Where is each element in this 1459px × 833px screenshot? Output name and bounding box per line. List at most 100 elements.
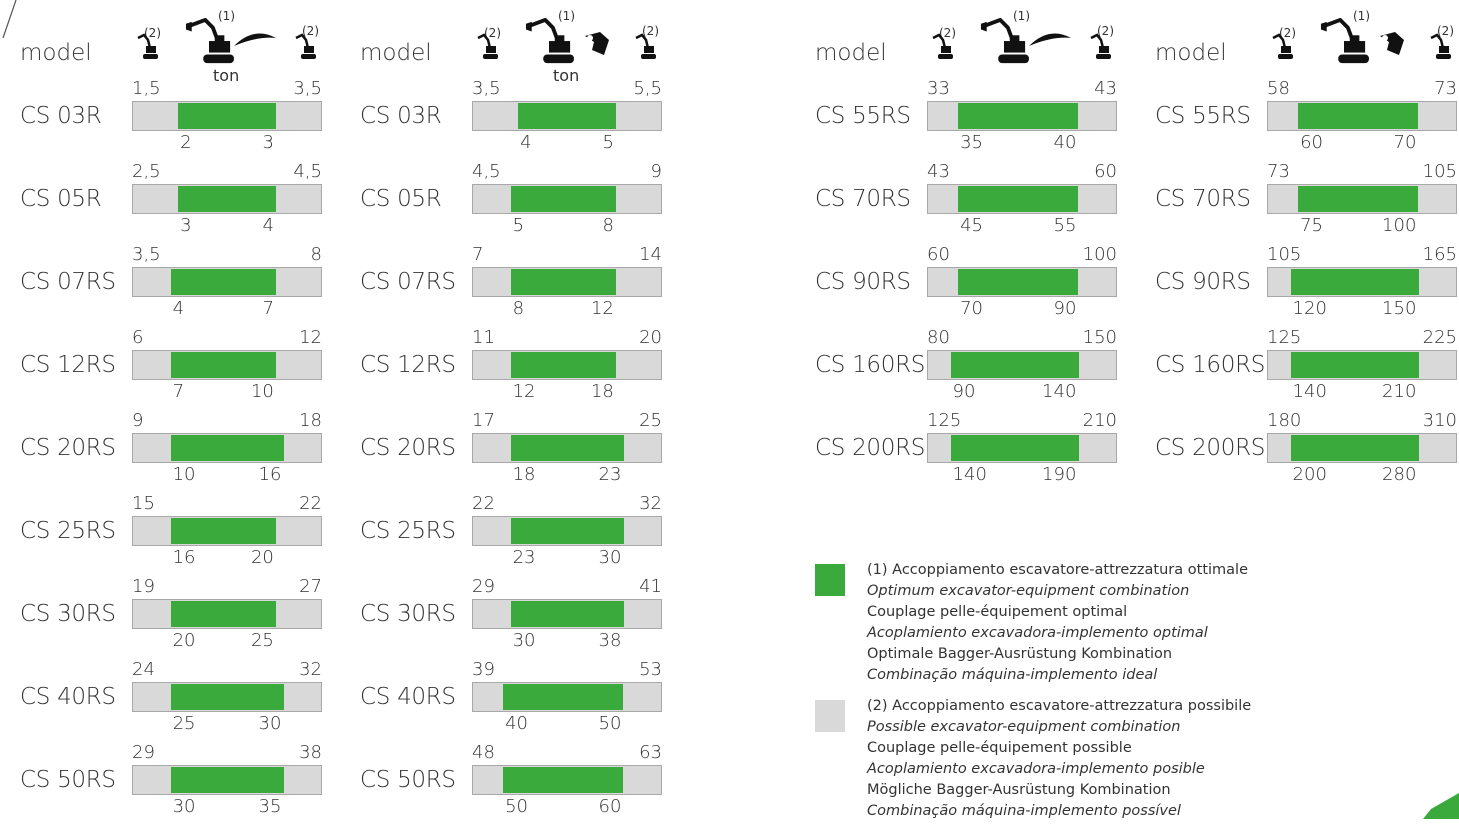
optimal-max: 60 — [598, 796, 622, 817]
mini-excavator-icon — [137, 33, 158, 59]
optimal-min: 40 — [505, 713, 528, 734]
range-max: 32 — [639, 493, 662, 514]
mini-excavator-icon — [477, 33, 498, 59]
model-name: CS 55RS — [815, 103, 911, 129]
range-max: 43 — [1094, 78, 1117, 99]
model-name: CS 50RS — [20, 767, 116, 793]
table-row: CS 03R 3,5 5,5 4 5 — [360, 80, 690, 169]
note-center: (1) — [1353, 9, 1370, 23]
range-min: 125 — [927, 410, 962, 431]
mini-excavator-icon — [295, 33, 316, 59]
optimal-range-fill — [171, 767, 284, 793]
excavator-icon — [525, 18, 574, 64]
table-row: CS 160RS 125 225 140 210 — [1155, 329, 1459, 418]
table-block: model (2) (1) (2) CS 55RS 58 73 60 70 CS 70RS 73 10… — [1155, 0, 1459, 819]
optimal-min: 7 — [172, 381, 185, 402]
table-row: CS 20RS 17 25 18 23 — [360, 412, 690, 501]
model-name: CS 03R — [20, 103, 102, 129]
model-name: CS 25RS — [360, 518, 456, 544]
optimal-range-fill — [1291, 269, 1419, 295]
optimal-max: 4 — [262, 215, 274, 236]
optimal-range-fill — [171, 684, 284, 710]
model-name: CS 25RS — [20, 518, 116, 544]
model-name: CS 07RS — [360, 269, 456, 295]
optimal-range-fill — [171, 435, 284, 461]
optimal-max: 8 — [602, 215, 614, 236]
optimal-max: 30 — [258, 713, 282, 734]
optimal-max: 18 — [590, 381, 614, 402]
optimal-min: 25 — [172, 713, 196, 734]
range-min: 80 — [927, 327, 950, 348]
legend-line: Optimum excavator-equipment combination — [867, 583, 1190, 599]
table-row: CS 40RS 24 32 25 30 — [20, 661, 350, 750]
optimal-range-fill — [1291, 352, 1419, 378]
optimal-min: 30 — [512, 630, 536, 651]
optimal-max: 190 — [1042, 464, 1077, 485]
breaker-icon — [234, 33, 276, 46]
note-left: (2) — [144, 26, 161, 40]
optimal-max: 100 — [1382, 215, 1417, 236]
optimal-max: 30 — [598, 547, 622, 568]
range-min: 22 — [472, 493, 495, 514]
range-bar — [472, 101, 662, 131]
range-bar — [132, 682, 322, 712]
range-bar — [132, 184, 322, 214]
range-min: 58 — [1267, 78, 1290, 99]
optimal-min: 4 — [520, 132, 532, 153]
range-bar — [472, 433, 662, 463]
range-bar — [1267, 184, 1457, 214]
optimal-range-fill — [511, 352, 616, 378]
optimal-range-fill — [1298, 186, 1418, 212]
range-bar — [132, 433, 322, 463]
optimal-min: 140 — [1292, 381, 1327, 402]
model-name: CS 200RS — [1155, 435, 1266, 461]
optimal-range-fill — [958, 186, 1078, 212]
legend-line: Possible excavator-equipment combination — [867, 719, 1181, 735]
range-max: 100 — [1082, 244, 1117, 265]
range-max: 22 — [299, 493, 322, 514]
note-left: (2) — [484, 26, 501, 40]
optimal-range-fill — [958, 269, 1078, 295]
model-name: CS 20RS — [360, 435, 456, 461]
optimal-range-fill — [511, 269, 616, 295]
optimal-min: 23 — [512, 547, 536, 568]
optimal-max: 35 — [258, 796, 282, 817]
range-min: 9 — [132, 410, 144, 431]
range-max: 20 — [639, 327, 662, 348]
range-bar — [132, 516, 322, 546]
model-name: CS 70RS — [815, 186, 911, 212]
optimal-min: 16 — [172, 547, 196, 568]
corner-slash-icon — [2, 0, 17, 39]
range-bar — [472, 350, 662, 380]
optimal-range-fill — [511, 601, 624, 627]
range-max: 225 — [1422, 327, 1457, 348]
model-name: CS 40RS — [360, 684, 456, 710]
model-name: CS 12RS — [360, 352, 456, 378]
table-row: CS 25RS 22 32 23 30 — [360, 495, 690, 584]
note-center: (1) — [218, 9, 235, 23]
optimal-range-fill — [958, 103, 1078, 129]
model-name: CS 160RS — [815, 352, 926, 378]
note-left: (2) — [939, 26, 956, 40]
range-min: 11 — [472, 327, 495, 348]
range-max: 27 — [299, 576, 322, 597]
model-name: CS 07RS — [20, 269, 116, 295]
optimal-range-fill — [171, 601, 276, 627]
table-row: CS 07RS 3,5 8 4 7 — [20, 246, 350, 335]
legend-possible-text: (2) Accoppiamento escavatore-attrezzatur… — [867, 696, 1251, 822]
column-header-model: model — [360, 40, 432, 66]
optimal-max: 140 — [1042, 381, 1077, 402]
range-min: 4,5 — [472, 161, 501, 182]
optimal-min: 140 — [952, 464, 987, 485]
model-name: CS 05R — [360, 186, 442, 212]
range-max: 12 — [299, 327, 322, 348]
table-row: CS 30RS 29 41 30 38 — [360, 578, 690, 667]
range-bar — [472, 599, 662, 629]
range-max: 3,5 — [293, 78, 322, 99]
model-name: CS 90RS — [815, 269, 911, 295]
model-name: CS 30RS — [360, 601, 456, 627]
note-center: (1) — [1013, 9, 1030, 23]
range-min: 2,5 — [132, 161, 161, 182]
note-right: (2) — [642, 24, 659, 38]
table-row: CS 70RS 43 60 45 55 — [815, 163, 1145, 252]
